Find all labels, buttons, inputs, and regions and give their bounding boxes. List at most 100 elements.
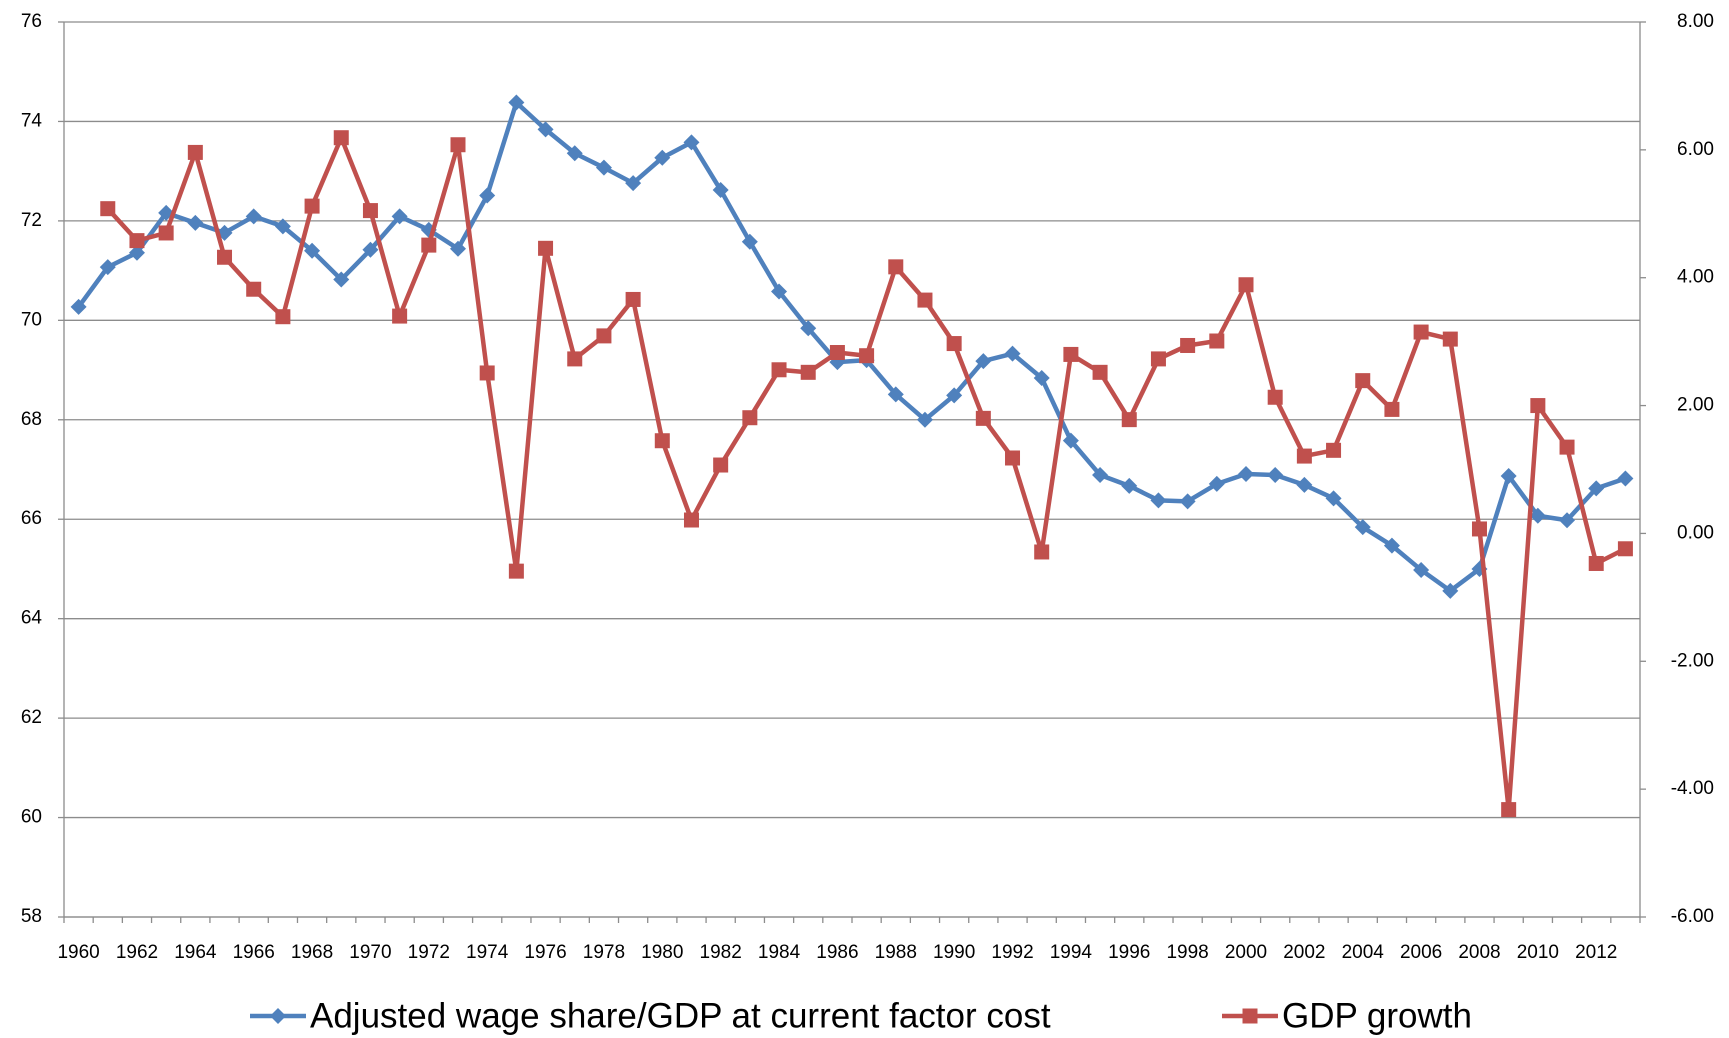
point [362,203,378,219]
point [859,348,875,364]
y-tick-label: 58 [21,906,42,927]
point [274,218,291,235]
y2-tick-label: 4.00 [1677,267,1714,288]
point [538,240,554,256]
point [99,259,116,276]
point [567,351,583,367]
point [1442,582,1459,599]
x-tick-label: 1992 [991,942,1033,963]
point [1501,802,1517,818]
point [217,249,233,265]
x-tick-label: 1962 [116,942,158,963]
point [887,386,904,403]
point [1442,331,1458,347]
point [508,563,524,579]
point [1355,373,1371,389]
point [1384,401,1400,417]
y-tick-label: 60 [21,807,42,828]
point [1150,351,1166,367]
y-tick-label: 72 [21,210,42,231]
point [625,291,641,307]
y-tick-label: 74 [21,110,43,131]
point [537,121,554,138]
point [1529,507,1546,524]
point [1588,555,1604,571]
point [917,292,933,308]
x-tick-label: 1972 [408,942,450,963]
x-tick-label: 2012 [1575,942,1617,963]
point [1617,470,1634,487]
point [800,320,817,337]
point [1559,512,1576,529]
legend: Adjusted wage share/GDP at current facto… [250,996,1472,1035]
point [1238,465,1254,482]
x-tick-label: 1966 [233,942,275,963]
x-tick-label: 1970 [349,942,391,963]
point [771,283,788,300]
point [1588,480,1605,497]
point [1092,466,1109,483]
point [421,237,437,253]
x-tick-label: 1976 [524,942,566,963]
point [392,308,408,324]
point [450,137,466,153]
point [771,362,787,378]
x-tick-label: 2008 [1458,942,1500,963]
point [654,433,670,449]
y-tick-label: 70 [21,309,42,330]
point [741,233,758,250]
legend-marker [270,1008,286,1024]
x-tick-label: 1982 [700,942,742,963]
point [1121,412,1137,428]
point [1267,389,1283,405]
point [246,281,262,297]
x-tick-label: 1984 [758,942,801,963]
point [1033,370,1050,387]
point [1383,537,1400,554]
point [333,130,349,146]
point [1326,442,1342,458]
point [1150,492,1167,509]
point [1121,477,1138,494]
x-tick-label: 1960 [57,942,99,963]
legend-marker [1242,1008,1258,1024]
x-tick-label: 1974 [466,942,509,963]
x-tick-label: 2006 [1400,942,1442,963]
point [975,410,991,426]
point [800,364,816,380]
x-tick-label: 1968 [291,942,333,963]
y2-tick-label: 8.00 [1677,11,1714,32]
point [625,175,642,192]
y2-tick-label: 2.00 [1677,395,1714,416]
point [391,208,408,225]
x-tick-label: 1996 [1108,942,1150,963]
point [1500,467,1517,484]
point [479,187,496,204]
point [1063,346,1079,362]
point [1471,521,1487,537]
point [712,182,729,199]
x-tick-label: 1990 [933,942,975,963]
point [1209,333,1225,349]
point [187,214,204,231]
point [129,233,145,249]
y-tick-label: 66 [21,508,42,529]
x-tick-label: 1964 [174,942,217,963]
legend-label: Adjusted wage share/GDP at current facto… [310,996,1051,1035]
x-tick-label: 1978 [583,942,625,963]
point [975,353,992,370]
legend-label: GDP growth [1282,996,1472,1035]
y-tick-label: 76 [21,11,42,32]
point [1325,490,1342,507]
y-tick-label: 64 [21,608,43,629]
point [946,336,962,352]
point [479,365,495,381]
y2-tick-label: 6.00 [1677,139,1714,160]
point [654,149,671,166]
point [70,298,87,315]
point [1004,345,1021,362]
x-tick-label: 2002 [1283,942,1325,963]
point [1296,476,1313,493]
point [1180,337,1196,353]
